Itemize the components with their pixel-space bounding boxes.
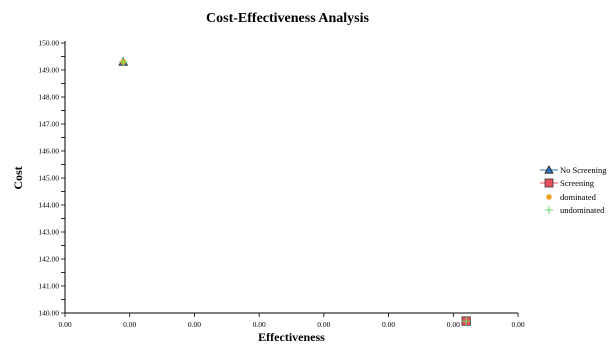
legend-item: Screening [540,177,607,191]
y-tick-label: 146.00 [38,147,59,156]
x-tick-label: 0.00 [188,320,201,329]
legend-label: dominated [560,191,596,202]
x-tick-label: 0.00 [58,320,71,329]
chart-legend: No Screening Screening dominated undominate… [540,163,607,217]
y-tick-label: 145.00 [38,174,59,183]
x-tick-label: 0.00 [123,320,136,329]
legend-label: undominated [560,205,605,216]
legend-label: Screening [560,178,594,189]
legend-item: No Screening [540,163,607,177]
x-tick-label: 0.00 [382,320,395,329]
legend-label: No Screening [560,164,607,175]
y-tick-label: 140.00 [38,309,59,318]
y-tick-label: 150.00 [38,39,59,48]
legend-symbol [540,164,558,176]
x-tick-label: 0.00 [447,320,460,329]
y-axis-title: Cost [11,166,25,189]
legend-item: undominated [540,204,607,218]
legend-marker [544,164,554,174]
x-tick-label: 0.00 [253,320,266,329]
x-tick-label: 0.00 [317,320,330,329]
x-ticks: 0.00 0.00 0.00 0.00 0.00 0.00 0.00 0.00 [58,313,525,329]
y-tick-label: 142.00 [38,255,59,264]
data-points [118,56,471,326]
legend-marker [545,206,553,215]
y-tick-label: 143.00 [38,228,59,237]
y-tick-label: 148.00 [38,93,59,102]
y-tick-label: 149.00 [38,66,59,75]
chart-title: Cost-Effectiveness Analysis [206,11,369,26]
y-tick-label: 144.00 [38,201,59,210]
y-tick-label: 141.00 [38,282,59,291]
y-tick-label: 147.00 [38,120,59,129]
legend-marker [544,178,554,188]
legend-marker [546,193,552,200]
axes [64,41,518,314]
undominated-point [462,316,471,326]
legend-symbol [540,204,558,216]
legend-symbol [540,191,558,203]
x-axis-title: Effectiveness [258,330,325,344]
x-tick-label: 0.00 [511,320,524,329]
legend-symbol [540,177,558,189]
legend-item: dominated [540,190,607,204]
undominated-point [119,57,128,67]
y-ticks: 140.00 141.00 142.00 143.00 144.00 145.00 146.… [38,39,65,318]
